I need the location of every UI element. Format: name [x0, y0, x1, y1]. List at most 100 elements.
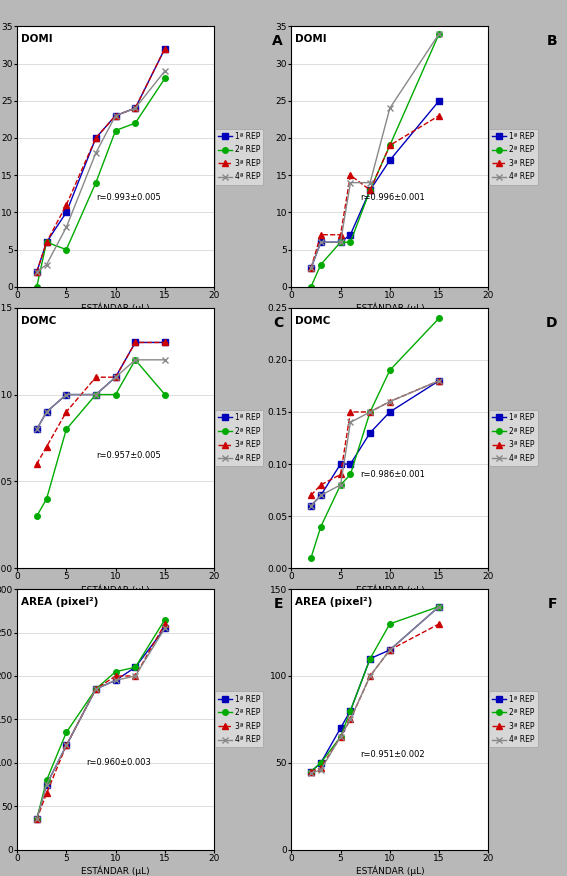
- 1ª REP: [162, 43, 168, 53]
- Line: 3ª REP: 3ª REP: [308, 621, 442, 774]
- 1ª REP: [318, 758, 324, 768]
- Text: r=0.986±0.001: r=0.986±0.001: [360, 470, 425, 479]
- 4ª REP: [367, 671, 374, 682]
- 3ª REP: [367, 406, 374, 417]
- 4ª REP: [112, 110, 119, 121]
- 2ª REP: [387, 140, 393, 151]
- Line: 1ª REP: 1ª REP: [308, 98, 442, 271]
- Text: B: B: [547, 34, 557, 48]
- 3ª REP: [387, 645, 393, 655]
- 3ª REP: [337, 230, 344, 240]
- 2ª REP: [347, 470, 354, 480]
- Line: 3ª REP: 3ª REP: [34, 621, 168, 822]
- 3ª REP: [43, 237, 50, 247]
- 2ª REP: [33, 814, 40, 824]
- Legend: 1ª REP, 2ª REP, 3ª REP, 4ª REP: 1ª REP, 2ª REP, 3ª REP, 4ª REP: [215, 410, 263, 466]
- Line: 1ª REP: 1ª REP: [308, 604, 442, 774]
- 1ª REP: [435, 601, 442, 611]
- 4ª REP: [347, 417, 354, 427]
- 1ª REP: [307, 766, 314, 777]
- 1ª REP: [435, 95, 442, 106]
- Text: DOMI: DOMI: [295, 34, 327, 44]
- 4ª REP: [33, 814, 40, 824]
- 4ª REP: [337, 731, 344, 742]
- 1ª REP: [33, 266, 40, 277]
- 4ª REP: [347, 714, 354, 724]
- 4ª REP: [92, 684, 99, 695]
- 3ª REP: [162, 337, 168, 348]
- 1ª REP: [43, 406, 50, 417]
- 1ª REP: [387, 645, 393, 655]
- Line: 1ª REP: 1ª REP: [34, 625, 168, 822]
- 3ª REP: [43, 442, 50, 452]
- 3ª REP: [33, 814, 40, 824]
- 2ª REP: [347, 705, 354, 716]
- 1ª REP: [63, 389, 70, 399]
- Line: 3ª REP: 3ª REP: [308, 378, 442, 498]
- 3ª REP: [318, 763, 324, 774]
- Legend: 1ª REP, 2ª REP, 3ª REP, 4ª REP: 1ª REP, 2ª REP, 3ª REP, 4ª REP: [489, 129, 538, 185]
- 2ª REP: [132, 662, 139, 673]
- Line: 2ª REP: 2ª REP: [308, 31, 442, 290]
- Line: 1ª REP: 1ª REP: [34, 340, 168, 432]
- Legend: 1ª REP, 2ª REP, 3ª REP, 4ª REP: 1ª REP, 2ª REP, 3ª REP, 4ª REP: [215, 129, 263, 185]
- 1ª REP: [132, 102, 139, 113]
- 2ª REP: [43, 237, 50, 247]
- Text: AREA (pixel²): AREA (pixel²): [295, 597, 373, 607]
- Text: r=0.993±0.005: r=0.993±0.005: [96, 193, 160, 202]
- 2ª REP: [63, 244, 70, 255]
- 2ª REP: [367, 406, 374, 417]
- 3ª REP: [435, 618, 442, 629]
- 4ª REP: [387, 645, 393, 655]
- 4ª REP: [63, 740, 70, 751]
- 3ª REP: [387, 396, 393, 406]
- 4ª REP: [33, 266, 40, 277]
- X-axis label: ESTÁNDAR (μL): ESTÁNDAR (μL): [356, 865, 424, 876]
- 1ª REP: [318, 490, 324, 500]
- 4ª REP: [92, 389, 99, 399]
- 3ª REP: [92, 372, 99, 383]
- 1ª REP: [92, 132, 99, 143]
- 3ª REP: [347, 714, 354, 724]
- 4ª REP: [162, 623, 168, 633]
- 3ª REP: [162, 618, 168, 629]
- 1ª REP: [33, 424, 40, 434]
- 1ª REP: [318, 237, 324, 247]
- 1ª REP: [367, 653, 374, 664]
- 2ª REP: [387, 365, 393, 376]
- 1ª REP: [112, 372, 119, 383]
- 3ª REP: [132, 337, 139, 348]
- 4ª REP: [435, 28, 442, 39]
- 4ª REP: [307, 263, 314, 273]
- Text: AREA (pixel²): AREA (pixel²): [21, 597, 98, 607]
- 3ª REP: [435, 110, 442, 121]
- 2ª REP: [132, 355, 139, 365]
- Line: 2ª REP: 2ª REP: [308, 604, 442, 774]
- 4ª REP: [43, 259, 50, 270]
- 3ª REP: [347, 170, 354, 180]
- 2ª REP: [43, 493, 50, 504]
- 1ª REP: [162, 337, 168, 348]
- 1ª REP: [112, 675, 119, 686]
- 2ª REP: [162, 389, 168, 399]
- 3ª REP: [92, 132, 99, 143]
- 2ª REP: [387, 618, 393, 629]
- 3ª REP: [367, 671, 374, 682]
- 3ª REP: [307, 263, 314, 273]
- 1ª REP: [337, 723, 344, 733]
- 1ª REP: [367, 427, 374, 438]
- 4ª REP: [307, 768, 314, 779]
- 3ª REP: [347, 406, 354, 417]
- 4ª REP: [162, 355, 168, 365]
- 4ª REP: [43, 780, 50, 790]
- Line: 4ª REP: 4ª REP: [308, 31, 442, 271]
- 4ª REP: [63, 222, 70, 232]
- X-axis label: ESTÁNDAR (μL): ESTÁNDAR (μL): [81, 865, 150, 876]
- Legend: 1ª REP, 2ª REP, 3ª REP, 4ª REP: 1ª REP, 2ª REP, 3ª REP, 4ª REP: [489, 691, 538, 747]
- 3ª REP: [337, 470, 344, 480]
- 3ª REP: [112, 671, 119, 682]
- Line: 3ª REP: 3ª REP: [34, 340, 168, 467]
- 1ª REP: [347, 705, 354, 716]
- 1ª REP: [132, 662, 139, 673]
- 2ª REP: [337, 237, 344, 247]
